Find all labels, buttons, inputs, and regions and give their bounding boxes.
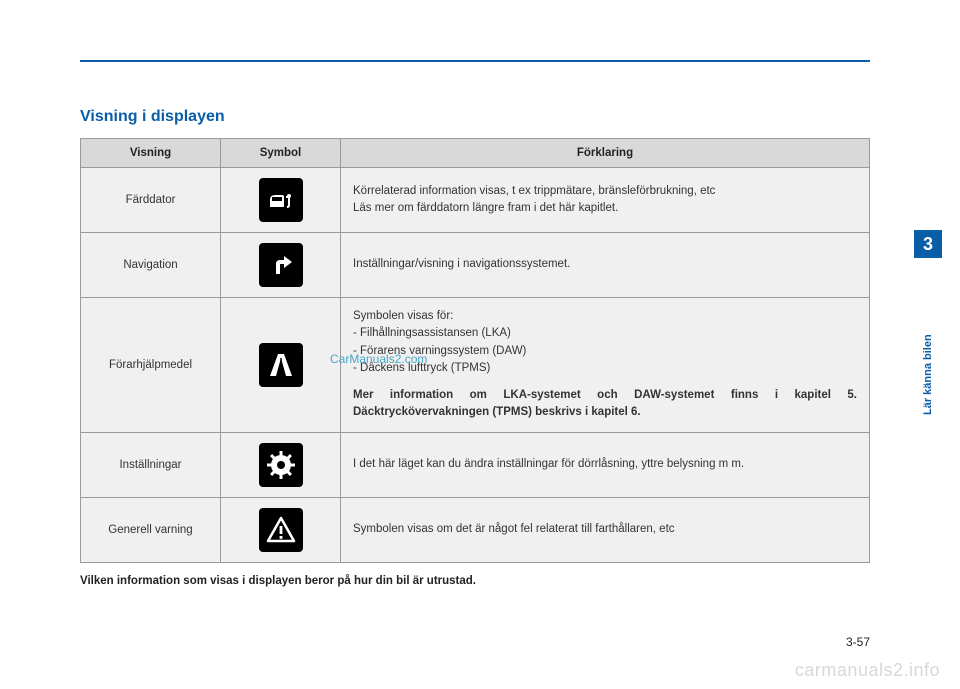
cell-visning: Förarhjälpmedel xyxy=(81,298,221,433)
section-title: Visning i displayen xyxy=(80,108,870,126)
cell-desc: Körrelaterad information visas, t ex tri… xyxy=(341,168,870,233)
bottom-watermark: carmanuals2.info xyxy=(795,660,940,681)
cell-desc: Symbolen visas för: - Filhållningsassist… xyxy=(341,298,870,433)
display-modes-table: Visning Symbol Förklaring Färddator xyxy=(80,138,870,563)
page-number: 3-57 xyxy=(846,635,870,649)
table-row: Förarhjälpmedel Symbolen visas för: - Fi… xyxy=(81,298,870,433)
cell-visning: Färddator xyxy=(81,168,221,233)
col-header-symbol: Symbol xyxy=(221,139,341,168)
turn-arrow-icon xyxy=(259,243,303,287)
cell-visning: Navigation xyxy=(81,233,221,298)
table-row: Generell varning Symbolen visas om det ä… xyxy=(81,497,870,562)
lane-assist-icon xyxy=(259,343,303,387)
table-row: Navigation Inställningar/visning i navig… xyxy=(81,233,870,298)
table-row: Färddator Körrelaterad information visas… xyxy=(81,168,870,233)
fuel-gauge-icon xyxy=(259,178,303,222)
page-content: Visning i displayen Visning Symbol Förkl… xyxy=(80,60,870,587)
cell-symbol xyxy=(221,168,341,233)
cell-visning: Generell varning xyxy=(81,497,221,562)
chapter-tab-number: 3 xyxy=(914,230,942,258)
cell-symbol xyxy=(221,233,341,298)
warning-triangle-icon xyxy=(259,508,303,552)
cell-desc: I det här läget kan du ändra inställning… xyxy=(341,432,870,497)
cell-symbol xyxy=(221,432,341,497)
cell-desc: Inställningar/visning i navigationssyste… xyxy=(341,233,870,298)
cell-desc-text: Symbolen visas för: - Filhållningsassist… xyxy=(353,308,857,377)
table-row: Inställningar xyxy=(81,432,870,497)
cell-desc: Symbolen visas om det är något fel relat… xyxy=(341,497,870,562)
gear-icon xyxy=(259,443,303,487)
cell-desc-bold: Mer information om LKA-systemet och DAW-… xyxy=(353,387,857,422)
cell-visning: Inställningar xyxy=(81,432,221,497)
cell-symbol xyxy=(221,497,341,562)
chapter-tab-label: Lär känna bilen xyxy=(914,265,942,415)
footnote: Vilken information som visas i displayen… xyxy=(80,575,870,587)
col-header-forklaring: Förklaring xyxy=(341,139,870,168)
col-header-visning: Visning xyxy=(81,139,221,168)
table-header-row: Visning Symbol Förklaring xyxy=(81,139,870,168)
cell-symbol xyxy=(221,298,341,433)
